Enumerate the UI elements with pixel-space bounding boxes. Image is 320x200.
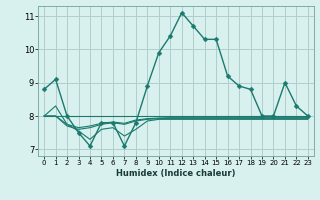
X-axis label: Humidex (Indice chaleur): Humidex (Indice chaleur)	[116, 169, 236, 178]
